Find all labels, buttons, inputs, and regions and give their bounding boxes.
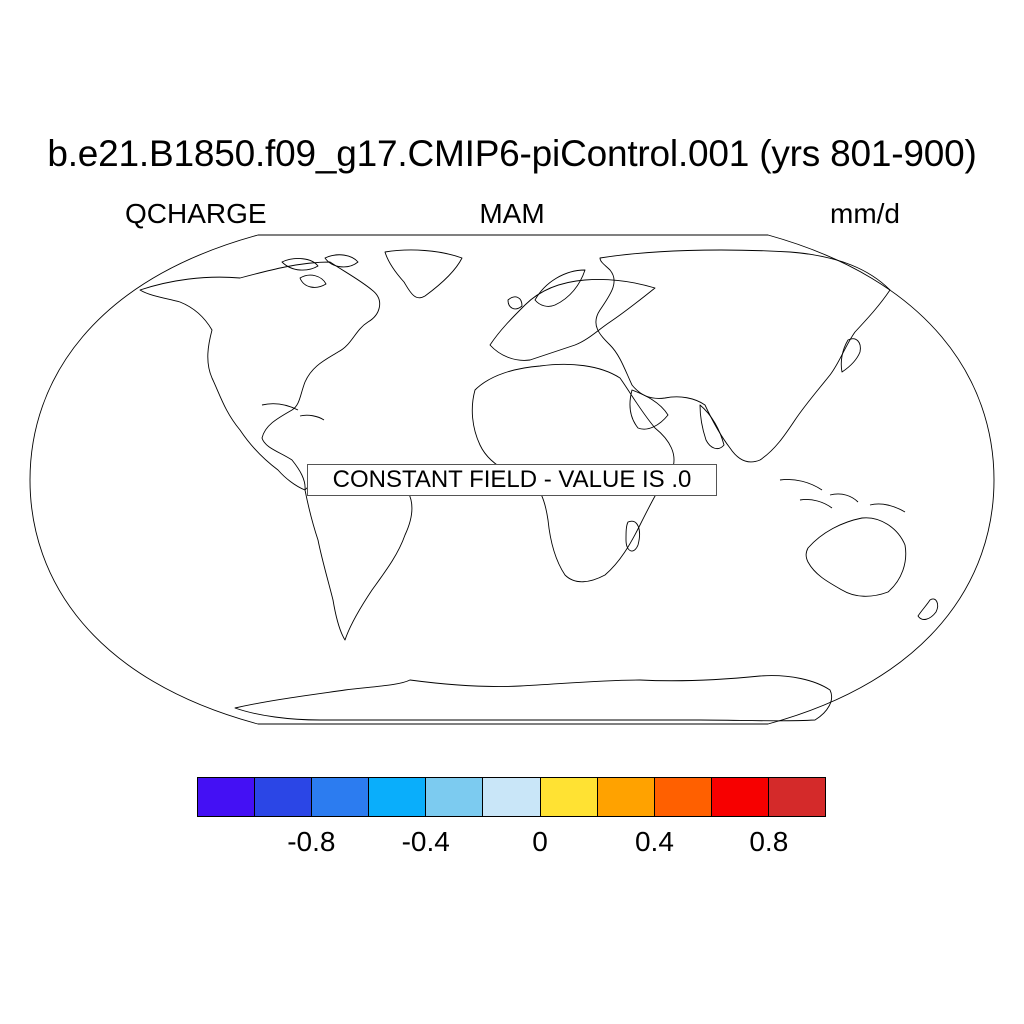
coastline-australia xyxy=(805,517,907,597)
colorbar-tick-label: 0 xyxy=(532,826,548,857)
colorbar-box xyxy=(768,778,826,816)
colorbar-tick-label: 0.8 xyxy=(749,826,789,857)
plot-title: b.e21.B1850.f09_g17.CMIP6-piControl.001 … xyxy=(47,133,977,174)
colorbar-tick-label: 0.4 xyxy=(634,826,674,857)
colorbar-box xyxy=(198,778,256,816)
colorbar-box xyxy=(255,778,313,816)
colorbar-box xyxy=(426,778,484,816)
constant-field-message: CONSTANT FIELD - VALUE IS .0 xyxy=(307,464,717,496)
colorbar-box xyxy=(540,778,598,816)
colorbar-box xyxy=(597,778,655,816)
coastline-greenland xyxy=(384,249,463,299)
coastline-north-america xyxy=(139,261,381,491)
units-label: mm/d xyxy=(830,198,900,229)
colorbar-tick-label: -0.4 xyxy=(401,826,450,857)
map-frame xyxy=(29,234,995,725)
coastline-antarctica xyxy=(234,675,833,722)
colorbar-box xyxy=(711,778,769,816)
coastline-europe xyxy=(489,279,656,361)
colorbar-box xyxy=(483,778,541,816)
colorbar-box xyxy=(369,778,427,816)
colorbar-box xyxy=(312,778,370,816)
season-label: MAM xyxy=(479,198,545,229)
coastline-asia xyxy=(595,249,891,463)
colorbar-box xyxy=(654,778,712,816)
colorbar-tick-label: -0.8 xyxy=(287,826,336,857)
variable-label: QCHARGE xyxy=(125,198,267,229)
colorbar xyxy=(197,777,826,817)
